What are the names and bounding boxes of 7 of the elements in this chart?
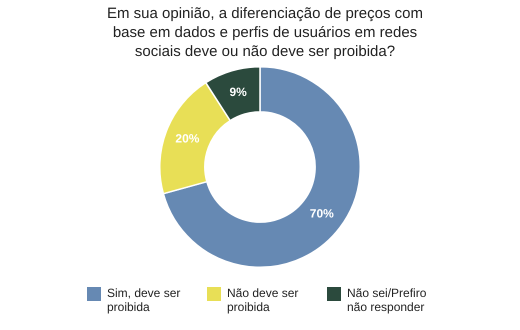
data-label: 70% <box>310 206 334 220</box>
legend-label: Sim, deve ser proibida <box>107 286 182 314</box>
legend-label: Não sei/Prefiro não responder <box>347 286 428 314</box>
data-label: 20% <box>175 132 200 146</box>
chart-title: Em sua opinião, a diferenciação de preços com base em dados e perfis de usuários em redes sociais deve ou não deve ser proibida? <box>106 4 424 61</box>
data-label: 9% <box>229 84 248 99</box>
legend-label: Não deve ser proibida <box>227 286 300 314</box>
